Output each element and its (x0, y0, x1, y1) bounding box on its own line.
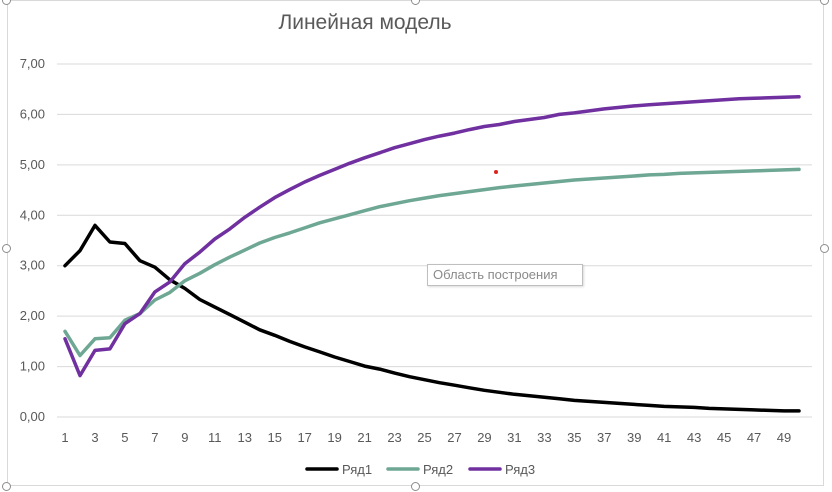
legend-label: Ряд1 (342, 462, 372, 477)
y-tick-label: 7,00 (20, 56, 45, 71)
y-tick-label: 2,00 (20, 308, 45, 323)
x-tick-label: 43 (687, 430, 701, 445)
legend-label: Ряд3 (505, 462, 535, 477)
x-tick-label: 13 (238, 430, 252, 445)
x-tick-label: 45 (717, 430, 731, 445)
x-tick-label: 31 (507, 430, 521, 445)
x-tick-label: 1 (61, 430, 68, 445)
x-tick-label: 39 (627, 430, 641, 445)
resize-handle-top-left[interactable] (2, 0, 11, 5)
resize-handle-bottom-left[interactable] (2, 482, 11, 491)
y-tick-label: 5,00 (20, 157, 45, 172)
x-tick-label: 29 (477, 430, 491, 445)
x-tick-label: 35 (567, 430, 581, 445)
x-tick-label: 21 (357, 430, 371, 445)
x-tick-label: 15 (267, 430, 281, 445)
y-tick-label: 1,00 (20, 359, 45, 374)
x-tick-label: 41 (657, 430, 671, 445)
series-lines (63, 95, 801, 413)
x-tick-label: 3 (91, 430, 98, 445)
gridlines (57, 63, 812, 368)
y-tick-label: 4,00 (20, 207, 45, 222)
x-tick-label: 27 (447, 430, 461, 445)
x-tick-label: 19 (327, 430, 341, 445)
resize-handle-bottom-center[interactable] (411, 482, 420, 491)
legend-label: Ряд2 (423, 462, 453, 477)
x-tick-label: 9 (181, 430, 188, 445)
series-line-Ряд3 (63, 95, 801, 378)
x-tick-label: 47 (747, 430, 761, 445)
chart-area[interactable] (7, 0, 824, 486)
x-tick-label: 5 (121, 430, 128, 445)
plot-area-tooltip: Область построения (427, 264, 583, 286)
x-tick-label: 37 (597, 430, 611, 445)
x-tick-label: 17 (297, 430, 311, 445)
chart-title: Линейная модель (278, 11, 451, 34)
resize-handle-middle-right[interactable] (820, 244, 829, 253)
resize-handle-top-center[interactable] (411, 0, 420, 5)
y-tick-label: 3,00 (20, 258, 45, 273)
x-tick-label: 11 (208, 430, 222, 445)
legend: Ряд1 Ряд2 Ряд3 (305, 462, 535, 477)
y-tick-label: 6,00 (20, 106, 45, 121)
y-axis-tick-labels: 0,00 1,00 2,00 3,00 4,00 5,00 6,00 7,00 (20, 56, 45, 424)
resize-handle-middle-left[interactable] (2, 244, 11, 253)
series-line-Ряд2 (63, 167, 801, 358)
x-tick-label: 7 (151, 430, 158, 445)
x-tick-label: 23 (387, 430, 401, 445)
x-tick-label: 49 (777, 430, 791, 445)
x-tick-label: 33 (537, 430, 551, 445)
cursor-marker (494, 170, 498, 174)
resize-handle-top-right[interactable] (820, 0, 829, 5)
x-axis-tick-labels: 1 3 5 7 9 11 13 15 17 19 21 23 25 27 29 31 33 35 37 39 41 43 4… (61, 430, 791, 445)
series-line-Ряд1 (63, 223, 801, 413)
x-tick-label: 25 (417, 430, 431, 445)
y-tick-label: 0,00 (20, 409, 45, 424)
